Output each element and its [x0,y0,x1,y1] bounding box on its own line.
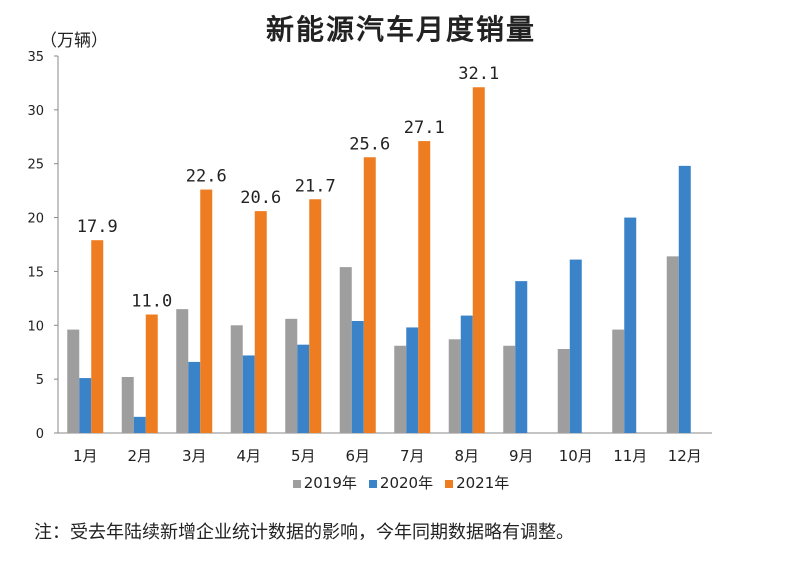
bar-2019年-1月 [67,329,80,433]
bar-2021年-7月 [418,141,431,433]
data-label-2021: 32.1 [458,64,499,84]
x-tick-label: 10月 [559,447,593,465]
legend-item: 2021年 [445,472,509,493]
bar-2020年-10月 [569,259,582,433]
x-tick-label: 6月 [345,447,370,465]
x-tick-label: 11月 [613,447,647,465]
bar-2020年-11月 [624,217,637,433]
bar-2020年-8月 [460,315,473,433]
bar-2020年-7月 [406,327,419,433]
bar-2019年-11月 [612,329,625,433]
bar-2019年-8月 [448,339,461,433]
bar-2020年-9月 [515,281,528,433]
legend-label: 2020年 [379,474,434,492]
bar-2021年-8月 [472,87,485,433]
bar-2020年-4月 [242,355,255,433]
bar-2020年-5月 [297,344,310,433]
legend-label: 2021年 [456,474,510,492]
x-tick-label: 1月 [73,447,98,465]
x-tick-label: 2月 [127,447,152,465]
bar-2019年-9月 [503,345,516,433]
x-tick-label: 5月 [291,447,316,465]
y-tick-label: 20 [27,212,44,227]
y-tick-label: 5 [36,373,44,388]
y-tick-label: 10 [27,319,44,334]
x-tick-label: 8月 [454,447,479,465]
data-label-2021: 21.7 [295,176,336,196]
footnote: 注：受去年陆续新增企业统计数据的影响，今年同期数据略有调整。 [34,522,574,543]
bar-2021年-2月 [145,314,158,433]
legend-swatch [445,479,454,488]
bar-2020年-3月 [188,361,201,433]
legend-item: 2020年 [368,472,434,493]
bar-2019年-10月 [557,348,570,433]
legend-swatch [292,479,301,488]
legend: 2019年 2020年 2021年 [0,472,802,493]
bar-2019年-2月 [121,376,134,433]
bar-2021年-5月 [309,199,322,433]
data-label-2021: 11.0 [131,292,172,312]
legend-label: 2019年 [303,474,357,492]
bar-2019年-6月 [339,267,352,433]
data-label-2021: 22.6 [186,167,227,187]
data-label-2021: 27.1 [404,118,445,138]
x-tick-label: 9月 [509,447,534,465]
y-tick-label: 30 [27,104,44,119]
y-tick-label: 0 [36,427,44,442]
bar-2021年-6月 [363,157,376,433]
bar-2019年-12月 [666,256,679,433]
x-tick-label: 12月 [668,447,702,465]
bar-2021年-4月 [254,211,267,433]
x-tick-label: 7月 [400,447,425,465]
bar-2020年-1月 [79,378,92,433]
chart-title: 新能源汽车月度销量 [265,13,536,46]
y-tick-label: 15 [27,265,44,280]
bar-2019年-5月 [285,318,298,433]
bar-2021年-3月 [200,189,213,433]
bar-2021年-1月 [91,240,104,433]
bar-2020年-12月 [678,165,691,433]
legend-item: 2019年 [292,472,357,493]
y-tick-label: 35 [27,50,44,65]
x-tick-label: 3月 [182,447,207,465]
data-label-2021: 25.6 [349,134,390,154]
unit-label: （万辆） [40,31,108,51]
bar-2020年-2月 [133,416,146,433]
y-tick-label: 25 [27,158,44,173]
legend-swatch [368,479,377,488]
data-label-2021: 20.6 [240,188,281,208]
bar-2020年-6月 [351,320,364,433]
bar-2019年-7月 [394,345,407,433]
x-tick-label: 4月 [236,447,261,465]
bar-2019年-3月 [176,309,189,433]
bar-2019年-4月 [230,325,243,433]
data-label-2021: 17.9 [77,217,118,237]
